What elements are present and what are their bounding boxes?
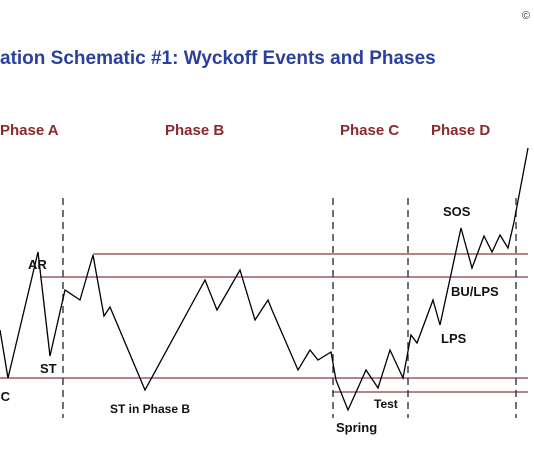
event-st: ST <box>40 361 57 376</box>
event-sos: SOS <box>443 204 471 219</box>
event-bu-lps: BU/LPS <box>451 284 499 299</box>
phase-c-label: Phase C <box>340 122 400 139</box>
phase-a-label: Phase A <box>0 122 59 139</box>
copyright-mark: © <box>521 10 530 22</box>
event-ar: AR <box>28 257 47 272</box>
event-st-phase-b: ST in Phase B <box>110 402 191 416</box>
phase-d-label: Phase D <box>431 122 491 139</box>
event-lps: LPS <box>441 331 467 346</box>
event-test: Test <box>374 397 398 411</box>
page-title: ation Schematic #1: Wyckoff Events and P… <box>0 48 436 69</box>
price-path <box>0 147 529 412</box>
event-spring: Spring <box>336 420 378 435</box>
phase-b-label: Phase B <box>165 122 225 139</box>
event-sc: SC <box>0 389 11 404</box>
